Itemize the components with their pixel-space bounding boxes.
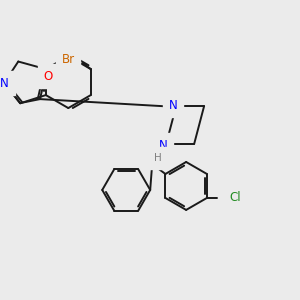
- Text: Br: Br: [62, 52, 75, 66]
- Text: O: O: [44, 70, 53, 83]
- Text: H: H: [154, 153, 162, 163]
- Text: N: N: [0, 76, 9, 90]
- Text: N: N: [169, 99, 178, 112]
- Text: Cl: Cl: [229, 191, 241, 204]
- Text: N: N: [159, 139, 168, 152]
